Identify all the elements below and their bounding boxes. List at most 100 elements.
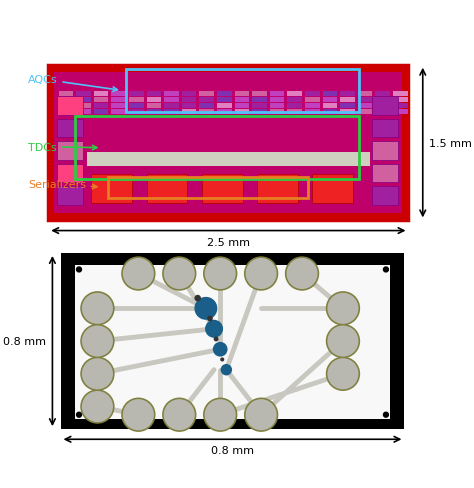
Bar <box>358 103 373 108</box>
Bar <box>111 103 126 108</box>
Circle shape <box>328 326 358 357</box>
Bar <box>182 98 196 103</box>
Bar <box>200 109 214 114</box>
Bar <box>76 98 91 103</box>
Circle shape <box>220 364 232 376</box>
Bar <box>129 109 144 114</box>
Bar <box>164 109 179 114</box>
Circle shape <box>328 293 358 324</box>
Bar <box>340 103 355 108</box>
Circle shape <box>203 257 237 291</box>
Bar <box>287 98 302 103</box>
Bar <box>76 103 91 108</box>
Bar <box>270 92 284 97</box>
Bar <box>129 98 144 103</box>
Circle shape <box>82 326 113 357</box>
Circle shape <box>162 398 196 432</box>
Bar <box>200 98 214 103</box>
Bar <box>129 92 144 97</box>
Bar <box>146 103 161 108</box>
Circle shape <box>205 320 223 338</box>
Bar <box>111 98 126 103</box>
Bar <box>252 98 267 103</box>
Circle shape <box>194 295 201 302</box>
Circle shape <box>121 257 155 291</box>
Bar <box>340 98 355 103</box>
Bar <box>111 109 126 114</box>
Bar <box>76 92 91 97</box>
Circle shape <box>213 342 228 357</box>
Circle shape <box>82 293 113 324</box>
Circle shape <box>326 324 360 359</box>
Bar <box>217 98 232 103</box>
Bar <box>305 92 319 97</box>
Bar <box>235 98 249 103</box>
Bar <box>164 103 179 108</box>
Bar <box>358 92 373 97</box>
Bar <box>164 98 179 103</box>
Bar <box>59 98 73 103</box>
Bar <box>108 177 308 199</box>
Bar <box>48 66 409 221</box>
Circle shape <box>244 398 278 432</box>
Bar <box>202 175 243 203</box>
Bar <box>111 92 126 97</box>
Bar <box>372 187 398 205</box>
Bar <box>75 266 390 419</box>
Bar <box>340 92 355 97</box>
Bar <box>340 109 355 114</box>
Bar <box>200 92 214 97</box>
Circle shape <box>207 316 213 322</box>
Bar <box>252 92 267 97</box>
Text: AQCs: AQCs <box>28 75 118 92</box>
Circle shape <box>286 259 318 289</box>
Circle shape <box>80 389 115 424</box>
Circle shape <box>164 259 195 289</box>
Circle shape <box>121 398 155 432</box>
Bar <box>322 103 337 108</box>
Bar <box>235 109 249 114</box>
Circle shape <box>80 291 115 326</box>
Bar <box>55 73 402 214</box>
Bar <box>252 103 267 108</box>
Bar <box>146 92 161 97</box>
Circle shape <box>326 291 360 326</box>
Circle shape <box>162 257 196 291</box>
Bar <box>146 175 187 203</box>
Text: 1.5 mm: 1.5 mm <box>429 138 472 148</box>
Bar <box>305 103 319 108</box>
Bar <box>59 92 73 97</box>
Circle shape <box>383 412 388 417</box>
Bar <box>305 109 319 114</box>
Bar <box>56 97 83 116</box>
Bar <box>94 103 109 108</box>
Circle shape <box>285 257 319 291</box>
Bar <box>182 109 196 114</box>
Bar <box>217 103 232 108</box>
Bar <box>217 92 232 97</box>
Bar <box>94 92 109 97</box>
Bar <box>322 98 337 103</box>
Text: Serializers: Serializers <box>28 179 97 189</box>
Bar <box>305 98 319 103</box>
Bar <box>76 109 91 114</box>
Bar <box>270 109 284 114</box>
Bar <box>393 103 408 108</box>
Circle shape <box>205 259 236 289</box>
Bar <box>129 103 144 108</box>
Bar <box>375 98 390 103</box>
Bar <box>270 103 284 108</box>
Bar <box>235 92 249 97</box>
Bar <box>182 103 196 108</box>
Circle shape <box>164 399 195 430</box>
Circle shape <box>82 359 113 389</box>
Bar <box>56 187 83 205</box>
Text: 0.8 mm: 0.8 mm <box>211 446 254 455</box>
Circle shape <box>77 267 82 272</box>
Bar <box>372 164 398 183</box>
Circle shape <box>246 399 277 430</box>
Bar <box>182 92 196 97</box>
Bar <box>146 109 161 114</box>
Bar <box>358 98 373 103</box>
Bar <box>91 175 132 203</box>
